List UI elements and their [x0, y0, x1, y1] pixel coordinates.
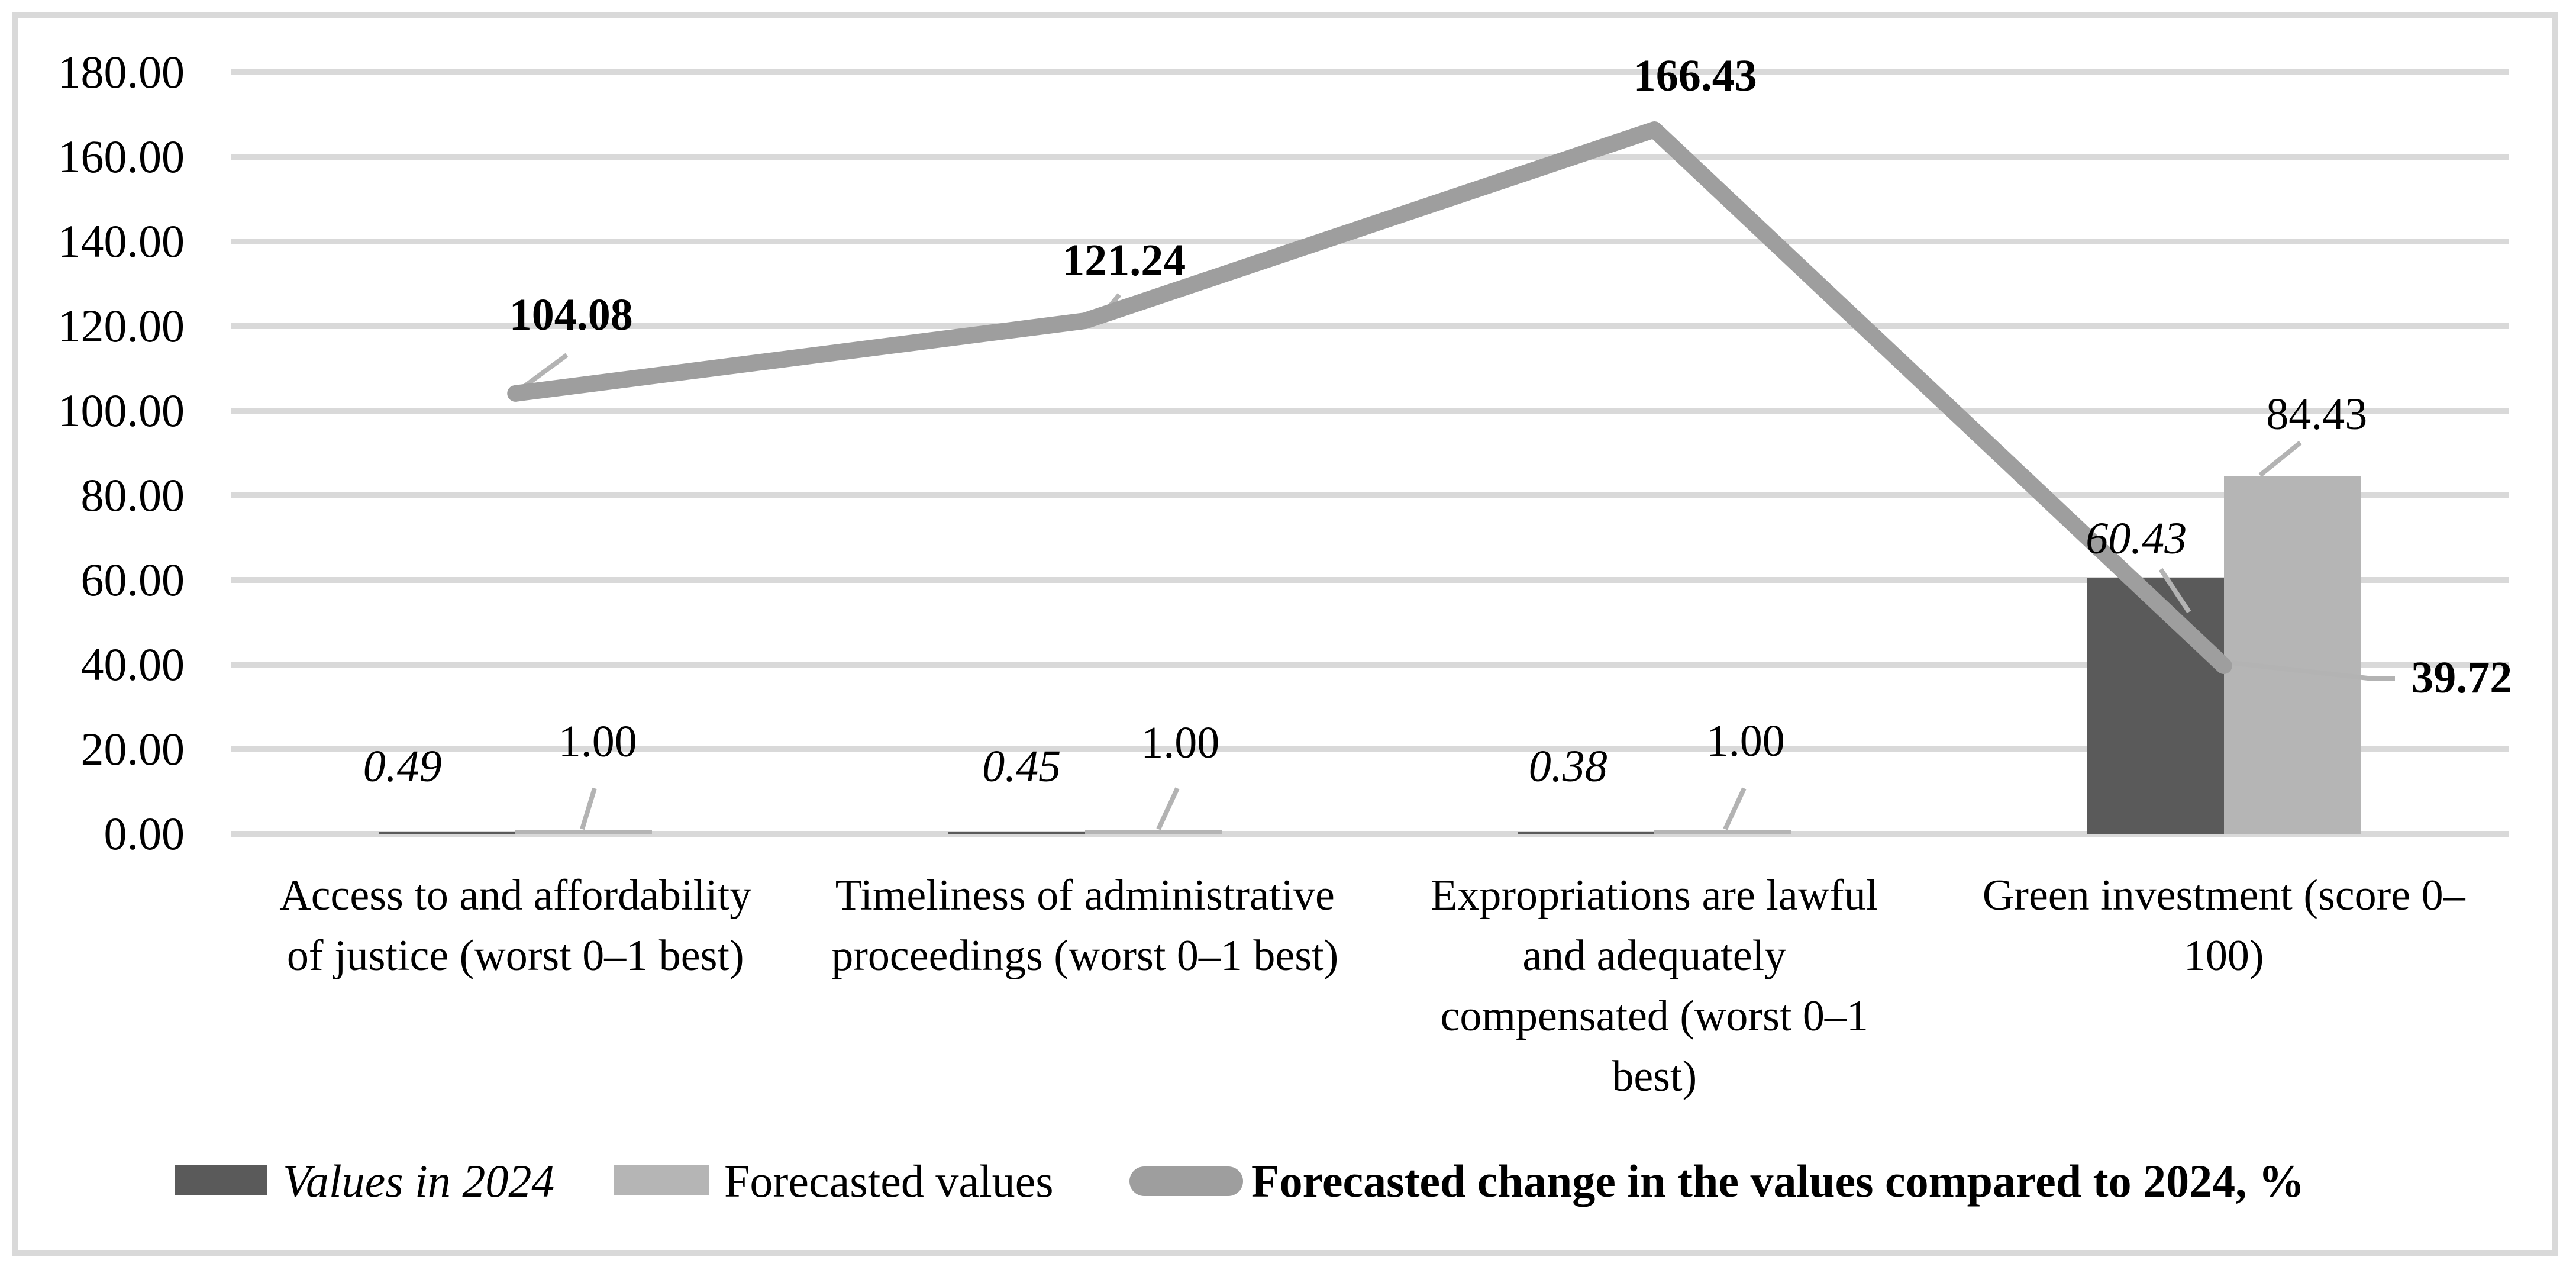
legend-line-marker: [1129, 1166, 1243, 1196]
data-label: 0.49: [363, 742, 442, 791]
legend-label-forecasted-values: Forecasted values: [724, 1155, 1054, 1207]
gridline: [231, 408, 2509, 414]
bar-values-2024: [379, 832, 516, 834]
bar-forecasted: [1084, 829, 1222, 834]
category-label: Green investment (score 0– 100): [1982, 871, 2465, 980]
data-label: 121.24: [1062, 236, 1186, 285]
data-label: 1.00: [1141, 718, 1220, 768]
gridline: [231, 323, 2509, 329]
data-label: 84.43: [2266, 389, 2368, 439]
gridline: [231, 831, 2509, 837]
y-axis-tick-label: 40.00: [80, 639, 185, 690]
gridline: [231, 577, 2509, 583]
category-label: Access to and affordability of justice (w…: [279, 871, 752, 980]
legend-swatch-forecasted-values: [614, 1165, 709, 1195]
legend-label-forecasted-change: Forecasted change in the values compared…: [1251, 1155, 2305, 1207]
bar-values-2024: [948, 832, 1085, 834]
gridline: [231, 154, 2509, 160]
chart-frame-border: [12, 12, 2558, 1256]
y-axis-tick-label: 80.00: [80, 469, 185, 521]
bar-values-2024: [1518, 832, 1655, 834]
y-axis-tick-label: 60.00: [80, 554, 185, 605]
legend-swatch-values-2024: [175, 1165, 267, 1195]
y-axis-tick-label: 100.00: [57, 385, 185, 436]
y-axis-tick-label: 160.00: [57, 131, 185, 182]
data-label: 0.45: [982, 742, 1061, 791]
data-label: 60.43: [2086, 514, 2187, 563]
bar-forecasted: [2223, 476, 2361, 834]
data-label: 104.08: [509, 290, 633, 340]
legend-label-values-2024: Values in 2024: [283, 1155, 555, 1207]
y-axis-tick-label: 140.00: [57, 215, 185, 267]
y-axis-tick-label: 120.00: [57, 300, 185, 352]
bar-forecasted: [515, 829, 653, 834]
bar-forecasted: [1654, 829, 1791, 834]
gridline: [231, 239, 2509, 244]
gridline: [231, 662, 2509, 668]
data-label: 1.00: [558, 717, 637, 766]
category-label: Expropriations are lawful and adequately c…: [1431, 871, 1878, 1101]
data-label: 1.00: [1706, 716, 1785, 766]
y-axis-tick-label: 0.00: [104, 808, 185, 859]
gridline: [231, 492, 2509, 498]
bar-values-2024: [2087, 578, 2224, 834]
gridline: [231, 69, 2509, 75]
y-axis-tick-label: 180.00: [57, 46, 185, 98]
data-label: 39.72: [2411, 653, 2513, 702]
y-axis-tick-label: 20.00: [80, 723, 185, 775]
gridline: [231, 746, 2509, 752]
data-label: 166.43: [1633, 51, 1757, 101]
category-label: Timeliness of administrative proceedings …: [831, 871, 1339, 980]
data-label: 0.38: [1528, 742, 1607, 791]
